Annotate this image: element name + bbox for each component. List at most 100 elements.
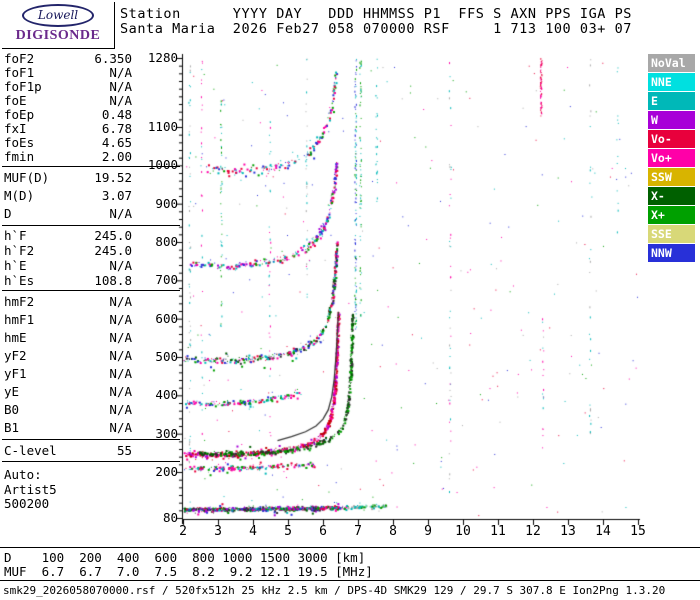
y-axis-tick-label: 200 (155, 464, 178, 479)
param-b0: B0 N/A (4, 401, 132, 419)
param-value: 19.52 (94, 170, 132, 185)
param-label: B1 (4, 420, 20, 435)
y-axis-tick-label: 500 (155, 349, 178, 364)
param-label: h`F (4, 228, 27, 243)
param-hme: hmE N/A (4, 329, 132, 347)
param-label: D (4, 206, 12, 221)
lowell-logo-oval: Lowell (22, 4, 94, 27)
legend-item-vo-minus: Vo- (648, 130, 695, 148)
legend-item-x-minus: X- (648, 187, 695, 205)
param-label: yF2 (4, 348, 27, 363)
y-axis-tick-label: 800 (155, 234, 178, 249)
param-fxi: fxI 6.78 (4, 122, 132, 136)
param-label: h`F2 (4, 243, 35, 258)
param-value: 245.0 (94, 228, 132, 243)
param-label: yF1 (4, 366, 27, 381)
x-axis-tick-label: 8 (389, 524, 397, 539)
x-axis-tick-label: 3 (214, 524, 222, 539)
param-value: N/A (109, 402, 132, 417)
distance-row: D 100 200 400 600 800 1000 1500 3000 [km… (4, 550, 366, 565)
param-c-level: C-level 55 (4, 442, 132, 459)
param-label: h`E (4, 258, 27, 273)
param-value: 108.8 (94, 273, 132, 288)
echo-direction-legend: NoVal NNE E W Vo- Vo+ SSW X- X+ SSE NNW (648, 54, 695, 263)
param-label: C-level (4, 443, 57, 458)
muf-row: MUF 6.7 6.7 7.0 7.5 8.2 9.2 12.1 19.5 [M… (4, 564, 373, 579)
param-h-f: h`F 245.0 (4, 228, 132, 243)
x-axis-tick-label: 12 (525, 524, 541, 539)
param-value: 3.07 (101, 188, 132, 203)
param-b1: B1 N/A (4, 419, 132, 437)
param-label: yE (4, 384, 20, 399)
param-label: hmF1 (4, 312, 35, 327)
param-label: foE (4, 93, 27, 108)
param-value: 245.0 (94, 243, 132, 258)
x-axis-tick-label: 6 (319, 524, 327, 539)
y-axis-tick-label: 80 (162, 510, 178, 525)
x-axis-tick-label: 15 (630, 524, 646, 539)
y-axis-tick-label: 1000 (147, 157, 178, 173)
y-axis-tick-label: 900 (155, 195, 178, 211)
header-column-labels: Station YYYY DAY DDD HHMMSS P1 FFS S AXN… (120, 6, 632, 22)
separator-above-muf-table (0, 547, 700, 548)
param-label: M(D) (4, 188, 35, 203)
param-m-d: M(D) 3.07 (4, 187, 132, 205)
x-axis-tick-label: 14 (595, 524, 611, 539)
param-hmf2: hmF2 N/A (4, 293, 132, 311)
x-axis-tick-label: 4 (249, 524, 257, 539)
param-value: N/A (109, 348, 132, 363)
param-group-2: MUF(D) 19.52 M(D) 3.07 D N/A (2, 167, 180, 226)
param-foep: foEp 0.48 (4, 108, 132, 122)
separator-above-footer (0, 580, 700, 581)
legend-item-vo-plus: Vo+ (648, 149, 695, 167)
param-muf-d: MUF(D) 19.52 (4, 169, 132, 187)
x-axis-tick-label: 11 (490, 524, 506, 539)
lowell-digisonde-logo: Lowell DIGISONDE (2, 2, 115, 49)
param-h-e: h`E N/A (4, 258, 132, 273)
param-fof1p: foF1p N/A (4, 80, 132, 94)
x-axis-tick-label: 2 (179, 524, 187, 539)
y-axis-tick-label: 300 (155, 425, 178, 441)
y-axis-tick-label: 600 (155, 310, 178, 326)
param-value: N/A (109, 366, 132, 381)
param-fof1: foF1 N/A (4, 66, 132, 80)
auto-info-line: 500200 (4, 496, 50, 511)
param-label: foEs (4, 135, 35, 150)
y-axis-tick-label: 400 (155, 387, 178, 403)
param-value: 0.48 (101, 107, 132, 122)
x-axis-tick-label: 13 (560, 524, 576, 539)
param-label: h`Es (4, 273, 35, 288)
param-label: B0 (4, 402, 20, 417)
auto-info-line: Artist5 (4, 481, 57, 497)
param-label: hmF2 (4, 294, 35, 309)
param-ye: yE N/A (4, 383, 132, 401)
param-group-1: foF2 6.350 foF1 N/A foF1p N/A foE N/A foEp 0.48 fx… (2, 50, 180, 167)
legend-item-sse: SSE (648, 225, 695, 243)
param-label: fxI (4, 121, 27, 136)
logo-digisonde-text: DIGISONDE (15, 28, 101, 43)
param-value: N/A (109, 330, 132, 345)
param-foe: foE N/A (4, 94, 132, 108)
logo-lowell-text: Lowell (37, 8, 79, 22)
param-value: N/A (109, 312, 132, 327)
x-axis-tick-label: 5 (284, 524, 292, 539)
param-hmf1: hmF1 N/A (4, 311, 132, 329)
footer-status-line: smk29_2026058070000.rsf / 520fx512h 25 k… (3, 584, 666, 597)
param-h-es: h`Es 108.8 (4, 273, 132, 288)
param-d: D N/A (4, 205, 132, 223)
x-axis-tick-label: 7 (354, 524, 362, 539)
legend-item-x-plus: X+ (648, 206, 695, 224)
param-label: foF1p (4, 79, 42, 94)
param-yf1: yF1 N/A (4, 365, 132, 383)
param-h-f2: h`F2 245.0 (4, 243, 132, 258)
param-value: N/A (109, 65, 132, 80)
header-station-values: Santa Maria 2026 Feb27 058 070000 RSF 1 … (120, 21, 632, 37)
param-fof2: foF2 6.350 (4, 52, 132, 66)
legend-item-ssw: SSW (648, 168, 695, 186)
param-group-3: h`F 245.0 h`F2 245.0 h`E N/A h`Es 108.8 (2, 226, 180, 291)
param-label: foEp (4, 107, 35, 122)
y-axis-tick-label: 700 (155, 272, 178, 288)
param-value: 6.350 (94, 51, 132, 66)
param-value: 4.65 (101, 135, 132, 150)
